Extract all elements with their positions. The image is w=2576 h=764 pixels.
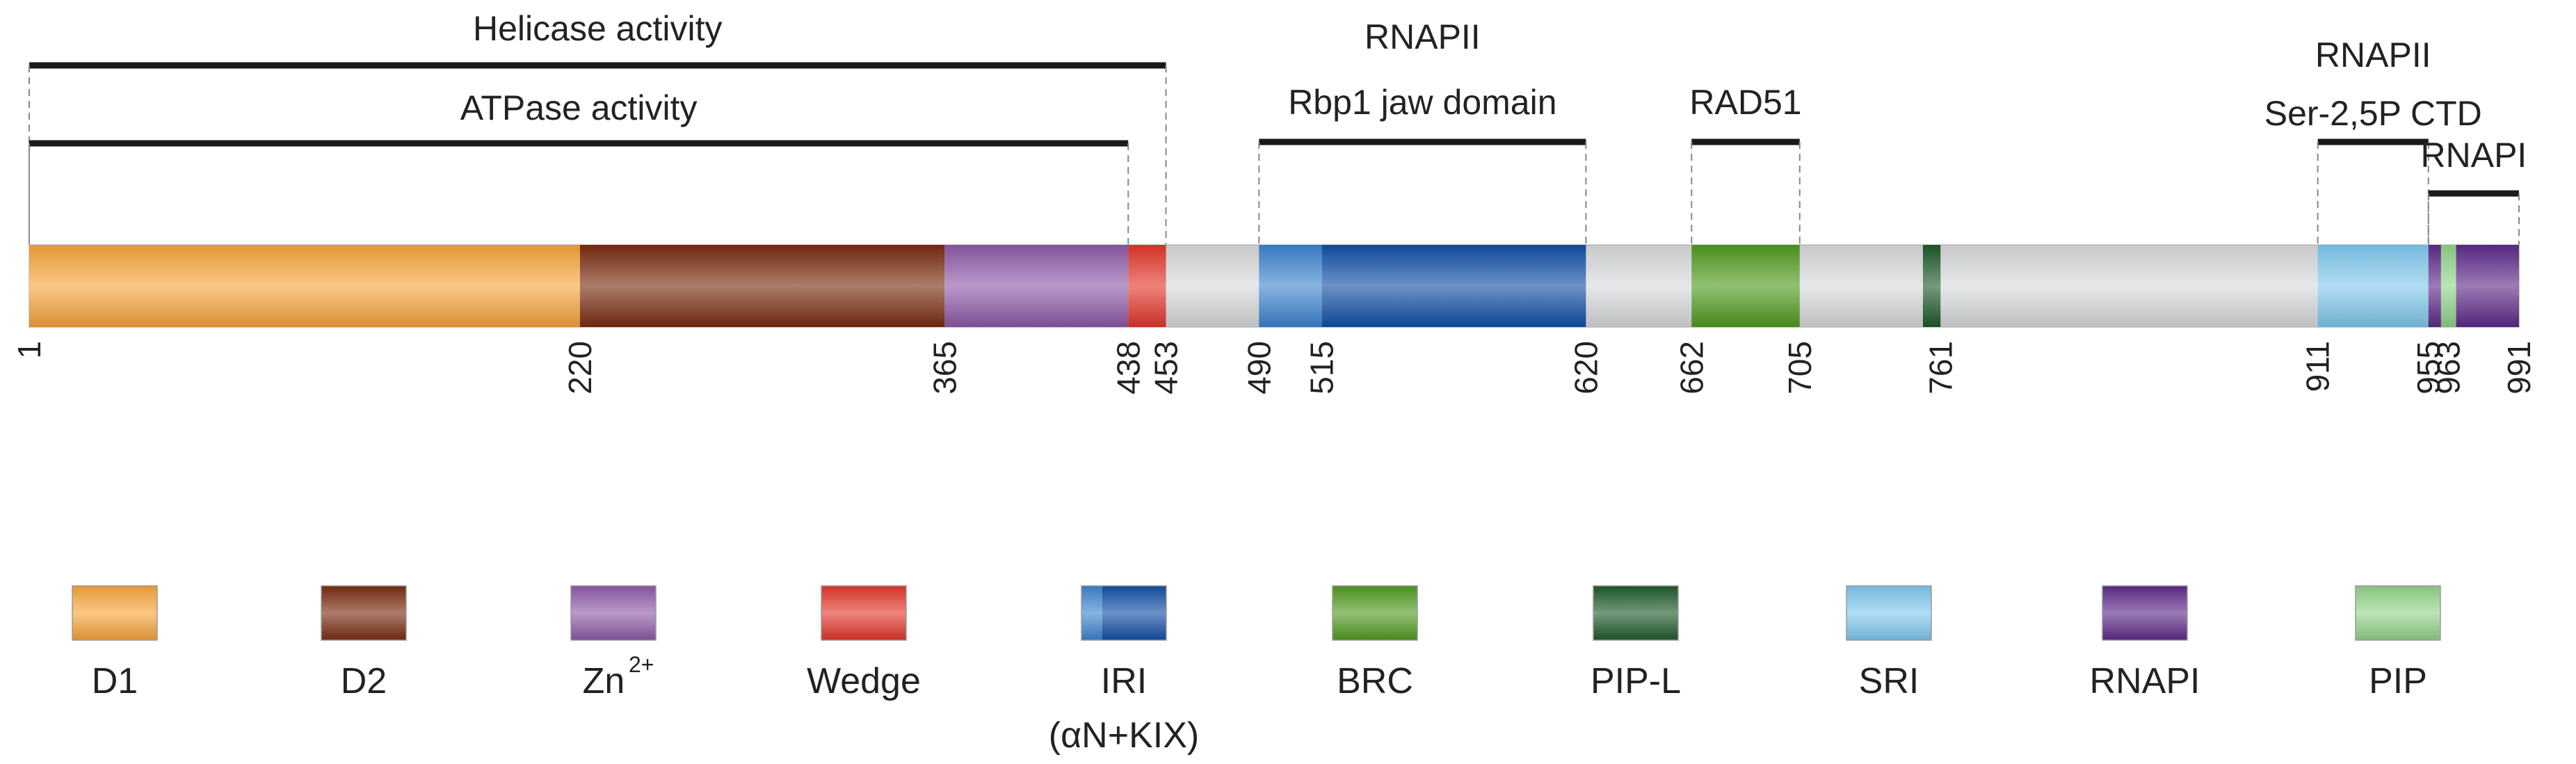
position-label: 761 xyxy=(1922,341,1958,395)
legend-swatch xyxy=(1102,586,1166,640)
position-label: 515 xyxy=(1304,341,1340,395)
legend-swatch xyxy=(321,585,407,641)
position-label: 1 xyxy=(11,341,47,359)
annotation-label: ATPase activity xyxy=(460,88,698,127)
position-label: 490 xyxy=(1241,341,1277,395)
legend-swatch xyxy=(1593,585,1679,641)
legend-label: PIP-L xyxy=(1591,661,1681,701)
position-label: 662 xyxy=(1673,341,1709,395)
legend-item-d2: D2 xyxy=(321,585,407,701)
legend-label: Wedge xyxy=(807,661,921,701)
legend-item-rnapi: RNAPI xyxy=(2090,585,2200,701)
annotation-rad51: RAD51 xyxy=(1689,83,1802,245)
legend-label: RNAPI xyxy=(2090,661,2200,701)
position-label: 220 xyxy=(562,341,598,395)
legend-swatch xyxy=(2355,585,2441,641)
legend-item-d1: D1 xyxy=(72,585,158,701)
annotation-label: RNAPII xyxy=(2315,35,2431,74)
position-label: 955 xyxy=(2410,341,2447,395)
position-label: 438 xyxy=(1110,341,1146,395)
position-label: 963 xyxy=(2431,341,2467,395)
annotation-label: RAD51 xyxy=(1689,83,1801,122)
legend-label: IRI xyxy=(1101,661,1147,701)
legend-item-zn: Zn 2+ xyxy=(570,585,657,701)
legend-item-brc: BRC xyxy=(1332,585,1418,701)
activity-annotations: Helicase activity ATPase activity RNAPII Rb… xyxy=(29,9,2527,245)
domain-d2 xyxy=(579,245,945,327)
domain-pip xyxy=(2440,245,2456,327)
domain-rnapi-a xyxy=(2428,245,2441,327)
residue-position-labels: 1 220 365 438 453 490 515 620 662 705 761 911 955963… xyxy=(11,341,2537,395)
annotation-label: RNAPI xyxy=(2421,136,2527,175)
legend-swatch xyxy=(1846,585,1932,641)
domain-sri xyxy=(2317,245,2429,327)
annotation-label: Rbp1 jaw domain xyxy=(1288,83,1556,122)
annotation-atpase: ATPase activity xyxy=(29,88,1129,245)
annotation-helicase: Helicase activity xyxy=(29,9,1167,245)
legend-item-wedge: Wedge xyxy=(807,585,921,701)
legend-label: SRI xyxy=(1859,661,1919,701)
legend-item-pip-l: PIP-L xyxy=(1591,585,1681,701)
position-label: 705 xyxy=(1782,341,1818,395)
position-label: 453 xyxy=(1148,341,1184,395)
annotation-label: Ser-2,5P CTD xyxy=(2264,94,2482,133)
domain-wedge xyxy=(1128,245,1166,327)
legend-label: BRC xyxy=(1337,661,1413,701)
legend-swatch xyxy=(570,585,657,641)
position-label: 620 xyxy=(1568,341,1604,395)
legend-label: Zn xyxy=(583,661,625,701)
legend-item-pip: PIP xyxy=(2355,585,2441,701)
annotation-rnapii-jaw: RNAPII Rbp1 jaw domain xyxy=(1258,17,1587,245)
legend-swatch xyxy=(1081,586,1102,640)
annotation-label: RNAPII xyxy=(1365,17,1481,56)
domain-iri-dark xyxy=(1321,245,1586,327)
protein-bar xyxy=(29,244,2520,328)
domain-legend: D1 D2 Zn 2+ Wedge IRI (αN+KIX) BRC PIP-L SRI RNAPI… xyxy=(72,585,2441,756)
annotation-rnapii-ctd: RNAPII Ser-2,5P CTD xyxy=(2264,35,2482,245)
position-label: 991 xyxy=(2501,341,2537,395)
position-label: 911 xyxy=(2300,341,2336,392)
position-label: 365 xyxy=(926,341,963,395)
legend-label: PIP xyxy=(2369,661,2427,701)
legend-swatch xyxy=(821,585,907,641)
domain-pip-l xyxy=(1922,245,1941,327)
domain-zn xyxy=(944,245,1129,327)
legend-swatch xyxy=(1332,585,1418,641)
legend-label-secondary: (αN+KIX) xyxy=(1049,715,1199,756)
domain-brc xyxy=(1691,245,1800,327)
legend-swatch xyxy=(72,585,158,641)
legend-label: D1 xyxy=(92,661,138,701)
domain-iri-light xyxy=(1259,245,1322,327)
legend-item-sri: SRI xyxy=(1846,585,1932,701)
domain-d1 xyxy=(29,245,580,327)
legend-swatch xyxy=(2102,585,2188,641)
legend-label: D2 xyxy=(341,661,387,701)
annotation-label: Helicase activity xyxy=(473,9,722,48)
legend-item-iri: IRI (αN+KIX) xyxy=(1049,585,1199,756)
legend-label-superscript: 2+ xyxy=(629,652,654,677)
domain-rnapi-b xyxy=(2456,245,2519,327)
annotation-rnapi: RNAPI xyxy=(2421,136,2527,245)
